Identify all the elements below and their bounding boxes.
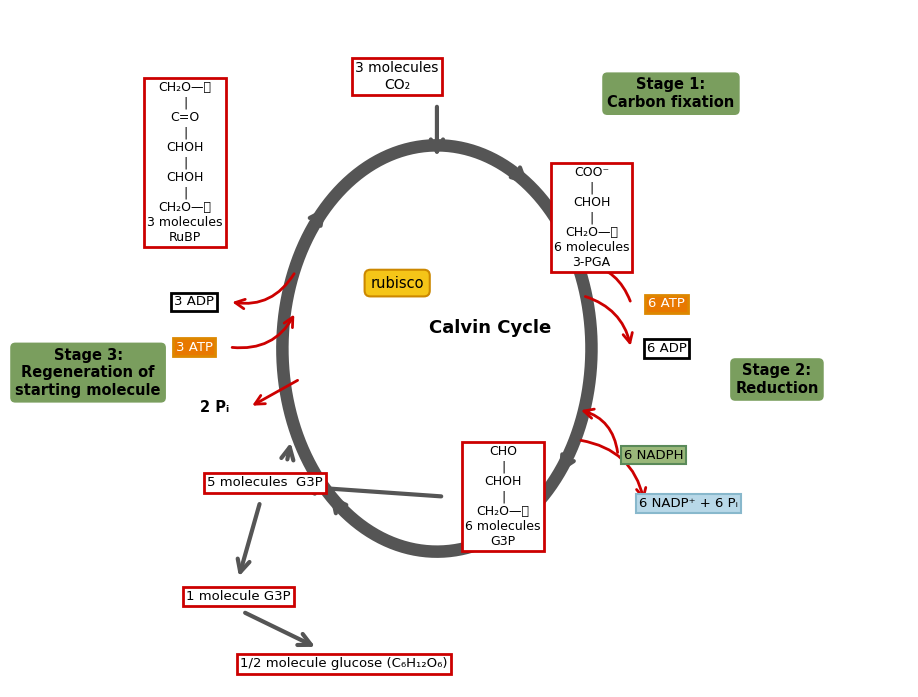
Text: Stage 1:
Carbon fixation: Stage 1: Carbon fixation [608, 77, 734, 110]
Text: 2 Pᵢ: 2 Pᵢ [200, 399, 229, 415]
Text: 6 NADP⁺ + 6 Pᵢ: 6 NADP⁺ + 6 Pᵢ [639, 497, 738, 510]
Text: CHO
|
CHOH
|
CH₂O—Ⓟ
6 molecules
G3P: CHO | CHOH | CH₂O—Ⓟ 6 molecules G3P [465, 445, 541, 548]
Text: Stage 2:
Reduction: Stage 2: Reduction [735, 363, 819, 396]
Text: 1 molecule G3P: 1 molecule G3P [186, 590, 290, 603]
Text: rubisco: rubisco [371, 275, 424, 291]
Text: 3 ATP: 3 ATP [175, 341, 213, 353]
Text: COO⁻
|
CHOH
|
CH₂O—Ⓟ
6 molecules
3-PGA: COO⁻ | CHOH | CH₂O—Ⓟ 6 molecules 3-PGA [554, 166, 629, 269]
Text: 3 ADP: 3 ADP [174, 295, 214, 308]
Text: Calvin Cycle: Calvin Cycle [429, 319, 551, 337]
Text: 3 molecules
CO₂: 3 molecules CO₂ [355, 61, 439, 91]
Text: Stage 3:
Regeneration of
starting molecule: Stage 3: Regeneration of starting molecu… [16, 348, 161, 397]
Text: 1/2 molecule glucose (C₆H₁₂O₆): 1/2 molecule glucose (C₆H₁₂O₆) [241, 657, 448, 671]
Text: 6 ATP: 6 ATP [648, 297, 685, 310]
Text: 6 NADPH: 6 NADPH [623, 449, 683, 461]
Text: 6 ADP: 6 ADP [646, 342, 687, 355]
Text: CH₂O—Ⓟ
|
C=O
|
CHOH
|
CHOH
|
CH₂O—Ⓟ
3 molecules
RuBP: CH₂O—Ⓟ | C=O | CHOH | CHOH | CH₂O—Ⓟ 3 mo… [148, 81, 223, 244]
Text: 5 molecules  G3P: 5 molecules G3P [207, 476, 322, 489]
